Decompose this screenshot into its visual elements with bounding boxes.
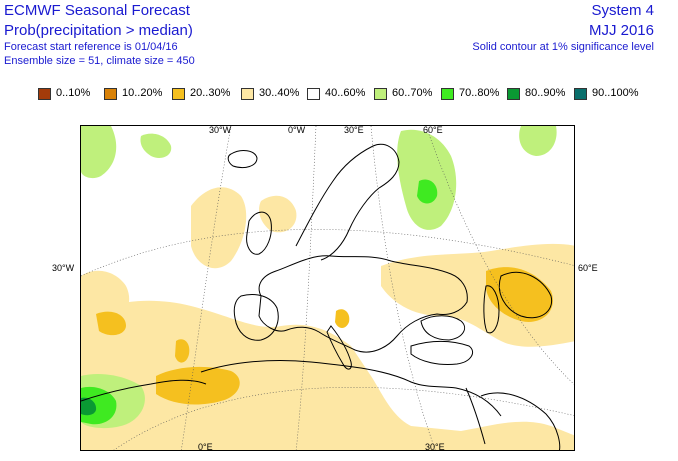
forecast-period: MJJ 2016 xyxy=(588,22,654,39)
forecast-map: 30°W 0°W 30°E 60°E 0°E 30°E xyxy=(80,125,575,451)
map-canvas xyxy=(81,126,574,450)
forecast-start-reference: Forecast start reference is 01/04/16 xyxy=(4,41,178,53)
gridline-label-top: 30°E xyxy=(344,125,364,135)
graticule xyxy=(81,126,574,450)
legend-swatch xyxy=(307,88,320,100)
coastline-red-sea xyxy=(465,387,486,445)
coastline-caspian xyxy=(483,285,500,334)
coastline-iberia xyxy=(233,294,279,341)
legend-label: 10..20% xyxy=(122,87,163,99)
legend-swatch xyxy=(241,88,254,100)
system-version: System 4 xyxy=(591,2,654,19)
prob-region-70-80 xyxy=(417,179,438,204)
prob-region-20-30 xyxy=(486,267,553,322)
ensemble-size: Ensemble size = 51, climate size = 450 xyxy=(4,55,195,67)
coastline-scandinavia xyxy=(295,143,400,261)
legend-label: 90..100% xyxy=(592,87,639,99)
coastline-british-isles xyxy=(246,211,272,255)
prob-region-30-40 xyxy=(191,187,247,269)
legend-swatch xyxy=(507,88,520,100)
coastline-black-sea xyxy=(420,315,465,341)
gridline-label-left: 30°W xyxy=(52,263,75,273)
coastline-north-africa xyxy=(200,359,502,417)
legend-label: 80..90% xyxy=(525,87,566,99)
prob-region-60-70 xyxy=(519,126,557,156)
legend-swatch xyxy=(104,88,117,100)
prob-region-80-90 xyxy=(81,397,97,416)
prob-region-20-30 xyxy=(175,339,190,363)
coastlines xyxy=(200,143,561,450)
legend-label: 60..70% xyxy=(392,87,433,99)
legend-swatch xyxy=(574,88,587,100)
coastline-europe-mainland xyxy=(258,255,468,353)
coastline-arabia xyxy=(480,392,561,450)
forecast-title: ECMWF Seasonal Forecast xyxy=(4,2,190,19)
legend-swatch xyxy=(374,88,387,100)
gridline-label-bottom: 0°E xyxy=(198,442,213,451)
gridline-label-top: 0°W xyxy=(288,125,306,135)
prob-region-60-70 xyxy=(81,126,117,179)
legend-label: 0..10% xyxy=(56,87,91,99)
prob-region-20-30 xyxy=(156,366,240,405)
legend-label: 30..40% xyxy=(259,87,300,99)
legend-label: 70..80% xyxy=(459,87,500,99)
legend-swatch xyxy=(172,88,185,100)
prob-region-20-30 xyxy=(96,311,126,336)
gridline-label-bottom: 30°E xyxy=(425,442,445,451)
coastline-iceland xyxy=(227,150,258,169)
legend-label: 40..60% xyxy=(325,87,366,99)
significance-contour xyxy=(498,271,553,319)
significance-contour xyxy=(81,379,207,402)
prob-region-20-30 xyxy=(335,309,350,328)
significance-note: Solid contour at 1% significance level xyxy=(472,41,654,53)
prob-region-30-40 xyxy=(259,195,297,233)
legend-label: 20..30% xyxy=(190,87,231,99)
gridline-label-right: 60°E xyxy=(578,263,598,273)
coastline-italy xyxy=(326,325,352,370)
prob-region-30-40 xyxy=(81,300,574,450)
prob-region-60-70 xyxy=(140,133,172,158)
legend-swatch xyxy=(441,88,454,100)
forecast-variable: Prob(precipitation > median) xyxy=(4,22,193,39)
legend-swatch xyxy=(38,88,51,100)
gridline-label-top: 60°E xyxy=(423,125,443,135)
coastline-turkey xyxy=(410,341,473,365)
gridline-label-top: 30°W xyxy=(209,125,232,135)
